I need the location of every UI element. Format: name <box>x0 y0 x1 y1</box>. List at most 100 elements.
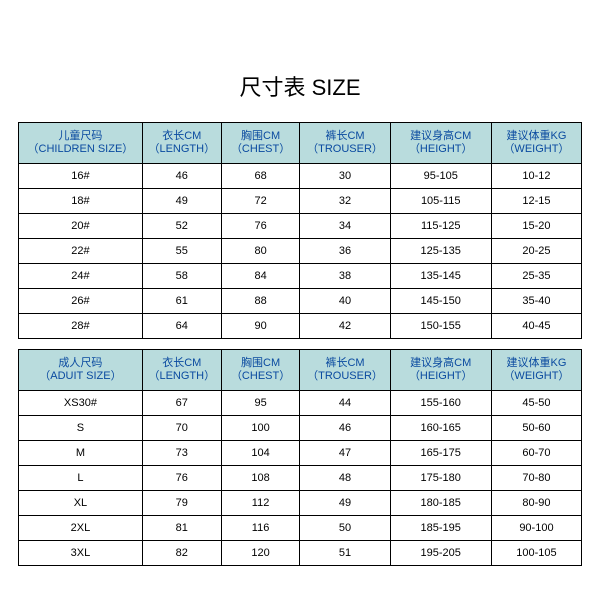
table-cell: 50-60 <box>491 416 581 441</box>
gap-table <box>18 339 582 349</box>
table-cell: 115-125 <box>390 214 491 239</box>
table-cell: 73 <box>142 441 221 466</box>
col-trouser: 裤长CM（TROUSER） <box>300 123 390 164</box>
table-cell: 80-90 <box>491 491 581 516</box>
adult-size-table: 成人尺码（ADUIT SIZE） 衣长CM（LENGTH） 胸围CM（CHEST… <box>18 349 582 566</box>
table-cell: XS30# <box>19 391 143 416</box>
table-cell: 100 <box>221 416 300 441</box>
table-cell: 145-150 <box>390 289 491 314</box>
table-cell: 160-165 <box>390 416 491 441</box>
table-cell: 100-105 <box>491 541 581 566</box>
table-row: 16#46683095-10510-12 <box>19 164 582 189</box>
table-cell: 165-175 <box>390 441 491 466</box>
table-row: 22#558036125-13520-25 <box>19 239 582 264</box>
table-cell: 24# <box>19 264 143 289</box>
col-children-size: 儿童尺码（CHILDREN SIZE） <box>19 123 143 164</box>
table-row: M7310447165-17560-70 <box>19 441 582 466</box>
table-cell: 42 <box>300 314 390 339</box>
table-cell: 2XL <box>19 516 143 541</box>
table-cell: 81 <box>142 516 221 541</box>
table-row: 28#649042150-15540-45 <box>19 314 582 339</box>
table-cell: 12-15 <box>491 189 581 214</box>
table-cell: 3XL <box>19 541 143 566</box>
table-cell: 44 <box>300 391 390 416</box>
table-cell: XL <box>19 491 143 516</box>
table-cell: 155-160 <box>390 391 491 416</box>
table-row: L7610848175-18070-80 <box>19 466 582 491</box>
table-cell: 34 <box>300 214 390 239</box>
table-cell: 22# <box>19 239 143 264</box>
table-row: 24#588438135-14525-35 <box>19 264 582 289</box>
col-adult-size: 成人尺码（ADUIT SIZE） <box>19 350 143 391</box>
table-cell: 76 <box>142 466 221 491</box>
table-cell: 60-70 <box>491 441 581 466</box>
table-cell: 68 <box>221 164 300 189</box>
table-row: XL7911249180-18580-90 <box>19 491 582 516</box>
table-cell: 64 <box>142 314 221 339</box>
table-cell: 84 <box>221 264 300 289</box>
table-cell: 16# <box>19 164 143 189</box>
table-cell: L <box>19 466 143 491</box>
children-size-table: 儿童尺码（CHILDREN SIZE） 衣长CM（LENGTH） 胸围CM（CH… <box>18 122 582 339</box>
table-cell: 185-195 <box>390 516 491 541</box>
table-cell: 70-80 <box>491 466 581 491</box>
col-height: 建议身高CM（HEIGHT） <box>390 350 491 391</box>
table-cell: 46 <box>300 416 390 441</box>
table-row: 20#527634115-12515-20 <box>19 214 582 239</box>
col-chest: 胸围CM（CHEST） <box>221 123 300 164</box>
table-cell: 95 <box>221 391 300 416</box>
table-cell: 40 <box>300 289 390 314</box>
table-cell: 52 <box>142 214 221 239</box>
table-cell: 26# <box>19 289 143 314</box>
children-header-row: 儿童尺码（CHILDREN SIZE） 衣长CM（LENGTH） 胸围CM（CH… <box>19 123 582 164</box>
table-cell: 95-105 <box>390 164 491 189</box>
table-cell: 116 <box>221 516 300 541</box>
table-cell: 35-40 <box>491 289 581 314</box>
col-weight: 建议体重KG（WEIGHT） <box>491 123 581 164</box>
table-cell: 38 <box>300 264 390 289</box>
table-cell: 80 <box>221 239 300 264</box>
col-trouser: 裤长CM（TROUSER） <box>300 350 390 391</box>
table-cell: 90 <box>221 314 300 339</box>
table-cell: 112 <box>221 491 300 516</box>
table-cell: 90-100 <box>491 516 581 541</box>
table-cell: 49 <box>300 491 390 516</box>
table-cell: 82 <box>142 541 221 566</box>
col-length: 衣长CM（LENGTH） <box>142 123 221 164</box>
table-cell: 150-155 <box>390 314 491 339</box>
table-cell: 40-45 <box>491 314 581 339</box>
table-cell: 58 <box>142 264 221 289</box>
table-cell: 175-180 <box>390 466 491 491</box>
table-cell: 47 <box>300 441 390 466</box>
table-cell: 55 <box>142 239 221 264</box>
table-cell: 104 <box>221 441 300 466</box>
table-cell: 30 <box>300 164 390 189</box>
table-cell: 125-135 <box>390 239 491 264</box>
table-cell: 195-205 <box>390 541 491 566</box>
table-cell: 20# <box>19 214 143 239</box>
table-cell: 36 <box>300 239 390 264</box>
table-cell: 79 <box>142 491 221 516</box>
table-row: XS30#679544155-16045-50 <box>19 391 582 416</box>
table-row: 18#497232105-11512-15 <box>19 189 582 214</box>
table-cell: 28# <box>19 314 143 339</box>
page-title: 尺寸表 SIZE <box>18 70 582 102</box>
table-cell: 20-25 <box>491 239 581 264</box>
table-cell: 10-12 <box>491 164 581 189</box>
adult-header-row: 成人尺码（ADUIT SIZE） 衣长CM（LENGTH） 胸围CM（CHEST… <box>19 350 582 391</box>
table-cell: S <box>19 416 143 441</box>
col-chest: 胸围CM（CHEST） <box>221 350 300 391</box>
table-cell: 180-185 <box>390 491 491 516</box>
table-cell: 46 <box>142 164 221 189</box>
table-cell: 72 <box>221 189 300 214</box>
table-cell: 45-50 <box>491 391 581 416</box>
adult-rows: XS30#679544155-16045-50S7010046160-16550… <box>19 391 582 566</box>
children-rows: 16#46683095-10510-1218#497232105-11512-1… <box>19 164 582 339</box>
table-cell: 18# <box>19 189 143 214</box>
table-row: S7010046160-16550-60 <box>19 416 582 441</box>
table-cell: M <box>19 441 143 466</box>
table-cell: 32 <box>300 189 390 214</box>
gap-cell <box>18 339 582 349</box>
col-weight: 建议体重KG（WEIGHT） <box>491 350 581 391</box>
table-cell: 135-145 <box>390 264 491 289</box>
